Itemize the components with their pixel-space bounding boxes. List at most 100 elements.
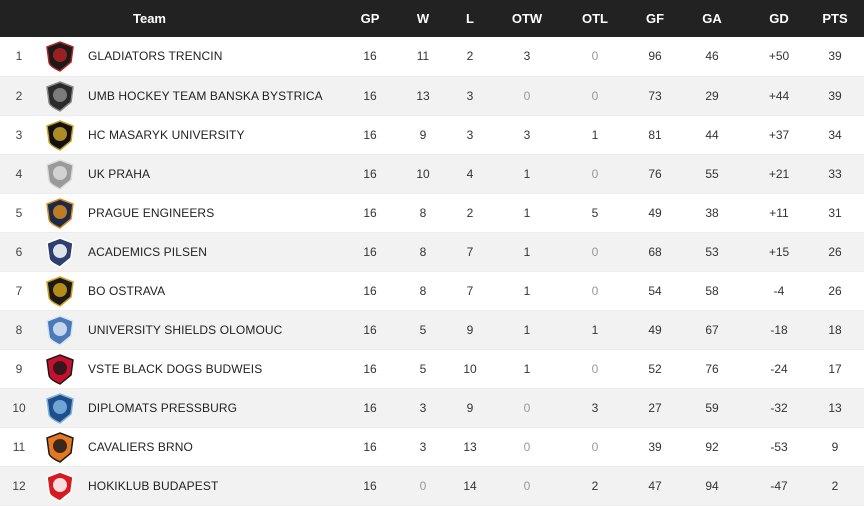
team-cell[interactable]: DIPLOMATS PRESSBURG <box>38 388 332 428</box>
gf-cell: 73 <box>638 76 672 116</box>
table-row[interactable]: 7 BO OSTRAVA 16 8 7 1 0 54 58 -4 26 <box>0 271 864 311</box>
team-name[interactable]: UK PRAHA <box>88 166 151 181</box>
team-cell[interactable]: UMB HOCKEY TEAM BANSKA BYSTRICA <box>38 76 332 116</box>
table-row[interactable]: 3 HC MASARYK UNIVERSITY 16 9 3 3 1 81 44 +37 34 <box>0 115 864 155</box>
w-cell: 3 <box>408 388 438 428</box>
gp-cell: 16 <box>332 232 408 272</box>
w-cell: 3 <box>408 427 438 467</box>
otl-cell: 0 <box>552 37 638 77</box>
header-pts[interactable]: PTS <box>822 11 848 26</box>
header-otw[interactable]: OTW <box>511 11 543 26</box>
team-cell[interactable]: VSTE BLACK DOGS BUDWEIS <box>38 349 332 389</box>
ga-cell: 44 <box>672 115 752 155</box>
team-cell[interactable]: HOKIKLUB BUDAPEST <box>38 466 332 506</box>
team-cell[interactable]: GLADIATORS TRENCIN <box>38 37 332 77</box>
w-cell: 13 <box>408 76 438 116</box>
otw-cell: 3 <box>502 115 552 155</box>
table-row[interactable]: 9 VSTE BLACK DOGS BUDWEIS 16 5 10 1 0 52 76 -24 17 <box>0 349 864 389</box>
standings-body: 1 GLADIATORS TRENCIN 16 11 2 3 0 96 46 +50 39 2 UMB … <box>0 37 864 506</box>
gd-cell: -4 <box>752 271 806 311</box>
team-cell[interactable]: CAVALIERS BRNO <box>38 427 332 467</box>
gp-cell: 16 <box>332 466 408 506</box>
team-name[interactable]: CAVALIERS BRNO <box>88 439 193 454</box>
rank-cell: 9 <box>0 349 38 389</box>
w-cell: 0 <box>408 466 438 506</box>
uk-praha-seal <box>46 158 74 190</box>
gd-cell: +37 <box>752 115 806 155</box>
table-row[interactable]: 4 UK PRAHA 16 10 4 1 0 76 55 +21 33 <box>0 154 864 194</box>
otw-cell: 1 <box>502 310 552 350</box>
w-cell: 9 <box>408 115 438 155</box>
ga-cell: 29 <box>672 76 752 116</box>
header-gd[interactable]: GD <box>769 11 789 26</box>
team-name[interactable]: DIPLOMATS PRESSBURG <box>88 400 238 415</box>
gladiators-logo <box>46 41 74 73</box>
header-team[interactable]: Team <box>133 11 166 26</box>
gd-cell: -24 <box>752 349 806 389</box>
w-cell: 5 <box>408 349 438 389</box>
ga-cell: 55 <box>672 154 752 194</box>
hokiklub-logo <box>46 470 74 502</box>
team-name[interactable]: HOKIKLUB BUDAPEST <box>88 478 219 493</box>
l-cell: 7 <box>438 232 502 272</box>
l-cell: 4 <box>438 154 502 194</box>
header-l[interactable]: L <box>466 11 474 26</box>
team-name[interactable]: HC MASARYK UNIVERSITY <box>88 127 245 142</box>
gf-cell: 27 <box>638 388 672 428</box>
gf-cell: 54 <box>638 271 672 311</box>
table-row[interactable]: 8 UNIVERSITY SHIELDS OLOMOUC 16 5 9 1 1 49 67 -18… <box>0 310 864 350</box>
team-cell[interactable]: UNIVERSITY SHIELDS OLOMOUC <box>38 310 332 350</box>
otl-cell: 1 <box>552 115 638 155</box>
team-cell[interactable]: HC MASARYK UNIVERSITY <box>38 115 332 155</box>
pts-cell: 26 <box>806 271 864 311</box>
table-row[interactable]: 6 ACADEMICS PILSEN 16 8 7 1 0 68 53 +15 26 <box>0 232 864 272</box>
otl-cell: 2 <box>552 466 638 506</box>
team-cell[interactable]: ACADEMICS PILSEN <box>38 232 332 272</box>
gd-cell: +50 <box>752 37 806 77</box>
header-otl[interactable]: OTL <box>582 11 608 26</box>
header-gp[interactable]: GP <box>360 11 380 26</box>
table-row[interactable]: 2 UMB HOCKEY TEAM BANSKA BYSTRICA 16 13 3 0 0 7… <box>0 76 864 116</box>
table-row[interactable]: 12 HOKIKLUB BUDAPEST 16 0 14 0 2 47 94 -47 2 <box>0 466 864 506</box>
otl-cell: 1 <box>552 310 638 350</box>
team-name[interactable]: UMB HOCKEY TEAM BANSKA BYSTRICA <box>88 88 323 103</box>
umb-logo <box>46 80 74 112</box>
team-name[interactable]: GLADIATORS TRENCIN <box>88 49 223 64</box>
table-row[interactable]: 11 CAVALIERS BRNO 16 3 13 0 0 39 92 -53 9 <box>0 427 864 467</box>
header-ga[interactable]: GA <box>702 11 722 26</box>
gp-cell: 16 <box>332 154 408 194</box>
team-cell[interactable]: UK PRAHA <box>38 154 332 194</box>
table-row[interactable]: 1 GLADIATORS TRENCIN 16 11 2 3 0 96 46 +50 39 <box>0 37 864 77</box>
pts-cell: 2 <box>806 466 864 506</box>
table-row[interactable]: 10 DIPLOMATS PRESSBURG 16 3 9 0 3 27 59 -32 13 <box>0 388 864 428</box>
l-cell: 9 <box>438 388 502 428</box>
otl-cell: 0 <box>552 427 638 467</box>
masaryk-logo <box>46 119 74 151</box>
rank-cell: 10 <box>0 388 38 428</box>
pts-cell: 31 <box>806 193 864 233</box>
team-name[interactable]: VSTE BLACK DOGS BUDWEIS <box>88 361 263 376</box>
header-gf[interactable]: GF <box>645 11 665 26</box>
ostrava-logo <box>46 275 74 307</box>
team-name[interactable]: BO OSTRAVA <box>88 283 166 298</box>
team-name[interactable]: UNIVERSITY SHIELDS OLOMOUC <box>88 322 283 337</box>
header-w[interactable]: W <box>416 11 430 26</box>
team-name[interactable]: ACADEMICS PILSEN <box>88 244 207 259</box>
gd-cell: -47 <box>752 466 806 506</box>
team-name[interactable]: PRAGUE ENGINEERS <box>88 205 215 220</box>
pts-cell: 13 <box>806 388 864 428</box>
w-cell: 8 <box>408 232 438 272</box>
gd-cell: +15 <box>752 232 806 272</box>
gp-cell: 16 <box>332 271 408 311</box>
team-cell[interactable]: PRAGUE ENGINEERS <box>38 193 332 233</box>
team-cell[interactable]: BO OSTRAVA <box>38 271 332 311</box>
gf-cell: 39 <box>638 427 672 467</box>
otw-cell: 0 <box>502 466 552 506</box>
gf-cell: 81 <box>638 115 672 155</box>
otw-cell: 0 <box>502 388 552 428</box>
gp-cell: 16 <box>332 349 408 389</box>
table-row[interactable]: 5 PRAGUE ENGINEERS 16 8 2 1 5 49 38 +11 31 <box>0 193 864 233</box>
l-cell: 7 <box>438 271 502 311</box>
gf-cell: 68 <box>638 232 672 272</box>
